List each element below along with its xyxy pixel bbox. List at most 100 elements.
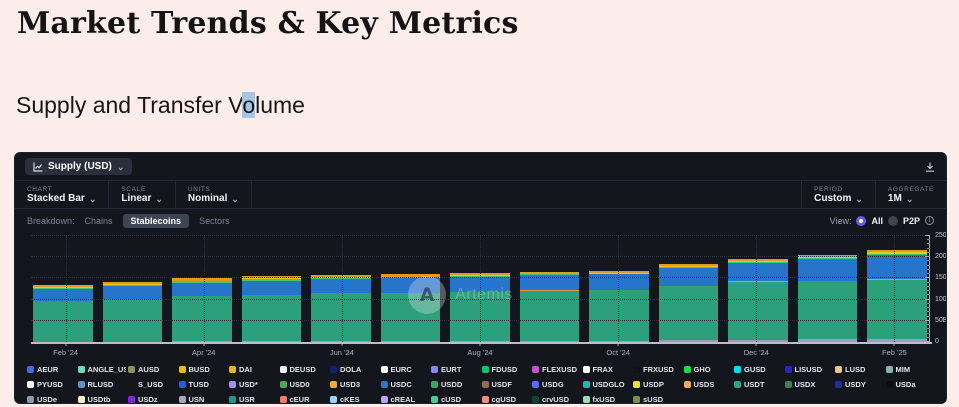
scale-dropdown[interactable]: SCALE Linear ⌄ <box>109 181 176 208</box>
bar-segment-USDC[interactable] <box>33 289 93 301</box>
legend-item-GUSD[interactable]: GUSD <box>734 362 783 377</box>
units-dropdown[interactable]: UNITS Nominal ⌄ <box>176 181 252 208</box>
bar-segment-DAI[interactable] <box>241 276 302 279</box>
legend-item-EURT[interactable]: EURT <box>431 362 480 377</box>
bar-segment-DAI[interactable] <box>450 273 510 276</box>
legend-item-cKES[interactable]: cKES <box>330 392 379 403</box>
legend-item-USDP[interactable]: USDP <box>633 377 682 392</box>
period-dropdown[interactable]: PERIOD Custom ⌄ <box>801 181 875 208</box>
legend-item-cREAL[interactable]: cREAL <box>380 392 430 403</box>
bar-segment-BUSD[interactable] <box>172 280 232 282</box>
bar-segment-DAI[interactable] <box>311 275 371 278</box>
legend-item-USDC[interactable]: USDC <box>380 377 430 392</box>
legend-item-FLEXUSD[interactable]: FLEXUSD <box>532 362 581 377</box>
bar-segment-FDUSD[interactable] <box>728 262 788 263</box>
bar-segment-USDC[interactable] <box>102 286 163 299</box>
bar-segment-USDC[interactable] <box>450 277 510 292</box>
bar-Apr '24[interactable] <box>172 236 232 342</box>
legend-item-AUSD[interactable]: AUSD <box>128 362 177 377</box>
bar-segment-FDUSD[interactable] <box>867 254 927 256</box>
legend-item-DAI[interactable]: DAI <box>229 362 278 377</box>
bar-segment-FDUSD[interactable] <box>102 284 163 287</box>
legend-item-TUSD[interactable]: TUSD <box>178 377 228 392</box>
legend-item-USDS[interactable]: USDS <box>683 377 733 392</box>
breakdown-tab-stablecoins[interactable]: Stablecoins <box>122 213 190 228</box>
legend-item-EURC[interactable]: EURC <box>380 362 430 377</box>
bar-segment-BUSD[interactable] <box>658 266 719 268</box>
bar-Feb '24[interactable] <box>33 236 93 342</box>
legend-item-USDT[interactable]: USDT <box>734 377 783 392</box>
bar-segment-USDS[interactable] <box>728 280 788 282</box>
legend-item-BUSD[interactable]: BUSD <box>178 362 228 377</box>
bar-segment-DAI[interactable] <box>519 271 580 274</box>
bar-segment-USDT[interactable] <box>172 296 232 342</box>
download-icon[interactable] <box>924 161 936 173</box>
breakdown-tab-sectors[interactable]: Sectors <box>199 215 230 226</box>
bar-segment-FDUSD[interactable] <box>33 287 93 290</box>
legend-item-USD0[interactable]: USD0 <box>279 377 329 392</box>
bar-segment-BUSD[interactable] <box>241 278 302 279</box>
chart-type-dropdown[interactable]: CHART Stacked Bar ⌄ <box>15 181 110 208</box>
legend-item-USDF[interactable]: USDF <box>481 377 531 392</box>
bar-segment-USDe[interactable] <box>797 339 858 342</box>
legend-item-FRXUSD[interactable]: FRXUSD <box>633 362 682 377</box>
legend-item-S_USD[interactable]: S_USD <box>128 377 177 392</box>
legend-item-USDa[interactable]: USDa <box>885 377 935 392</box>
bar-segment-USDC[interactable] <box>658 268 719 286</box>
bar-segment-USDC[interactable] <box>380 278 441 293</box>
legend-item-FRAX[interactable]: FRAX <box>582 362 632 377</box>
legend-item-USD3[interactable]: USD3 <box>330 377 379 392</box>
bar-segment-USDT[interactable] <box>728 281 788 340</box>
bar-Jul '24[interactable] <box>380 236 441 342</box>
view-radio-all[interactable] <box>856 215 867 226</box>
bar-segment-BUSD[interactable] <box>102 283 163 285</box>
bar-segment-USDC[interactable] <box>172 282 232 297</box>
bar-segment-DAI[interactable] <box>797 254 858 257</box>
legend-item-USDY[interactable]: USDY <box>835 377 884 392</box>
bar-Feb '25[interactable] <box>867 236 927 342</box>
bar-segment-BUSD[interactable] <box>797 256 858 259</box>
legend-item-USDG[interactable]: USDG <box>532 377 581 392</box>
bar-segment-USDS[interactable] <box>658 285 719 287</box>
bar-segment-BUSD[interactable] <box>728 260 788 263</box>
legend-item-USDGLO[interactable]: USDGLO <box>582 377 632 392</box>
legend-item-AEUR[interactable]: AEUR <box>27 362 76 377</box>
bar-May '24[interactable] <box>241 236 302 342</box>
legend-item-USDe[interactable]: USDe <box>27 392 76 403</box>
legend-item-USDD[interactable]: USDD <box>431 377 480 392</box>
bar-segment-FDUSD[interactable] <box>519 274 580 276</box>
bar-segment-USDT[interactable] <box>658 286 719 341</box>
bar-segment-USDT[interactable] <box>311 293 371 341</box>
bar-segment-DAI[interactable] <box>380 274 441 277</box>
bar-segment-USDe[interactable] <box>658 340 719 342</box>
bar-segment-DAI[interactable] <box>867 250 927 253</box>
bar-segment-FDUSD[interactable] <box>172 281 232 283</box>
bar-segment-USDT[interactable] <box>380 292 441 341</box>
bar-segment-USDe[interactable] <box>519 340 580 342</box>
view-radio-p2p[interactable] <box>887 215 898 226</box>
bar-segment-FDUSD[interactable] <box>658 267 719 269</box>
bar-segment-USDe[interactable] <box>728 339 788 342</box>
bar-segment-USDe[interactable] <box>450 340 510 342</box>
legend-item-USDtb[interactable]: USDtb <box>77 392 127 403</box>
legend-item-crvUSD[interactable]: crvUSD <box>532 392 581 403</box>
legend-item-FDUSD[interactable]: FDUSD <box>481 362 531 377</box>
bar-segment-BUSD[interactable] <box>450 275 510 277</box>
legend-item-USDz[interactable]: USDz <box>128 392 177 403</box>
bar-segment-USDC[interactable] <box>311 279 371 294</box>
info-icon[interactable]: i <box>925 216 934 225</box>
aggregate-dropdown[interactable]: AGGREGATE 1M ⌄ <box>874 181 946 208</box>
legend-item-DOLA[interactable]: DOLA <box>330 362 379 377</box>
bar-segment-DAI[interactable] <box>172 278 232 281</box>
bar-segment-USDe[interactable] <box>241 341 302 342</box>
bar-segment-FDUSD[interactable] <box>241 278 302 281</box>
bar-segment-USDe[interactable] <box>380 340 441 342</box>
legend-item-USD*[interactable]: USD* <box>229 377 278 392</box>
bar-segment-USDC[interactable] <box>797 258 858 281</box>
bar-segment-BUSD[interactable] <box>867 252 927 255</box>
bar-segment-USDe[interactable] <box>172 341 232 342</box>
legend-item-cEUR[interactable]: cEUR <box>279 392 329 403</box>
bar-segment-DAI[interactable] <box>102 281 163 284</box>
bar-segment-USDC[interactable] <box>519 275 580 291</box>
bar-segment-USDC[interactable] <box>867 255 927 280</box>
